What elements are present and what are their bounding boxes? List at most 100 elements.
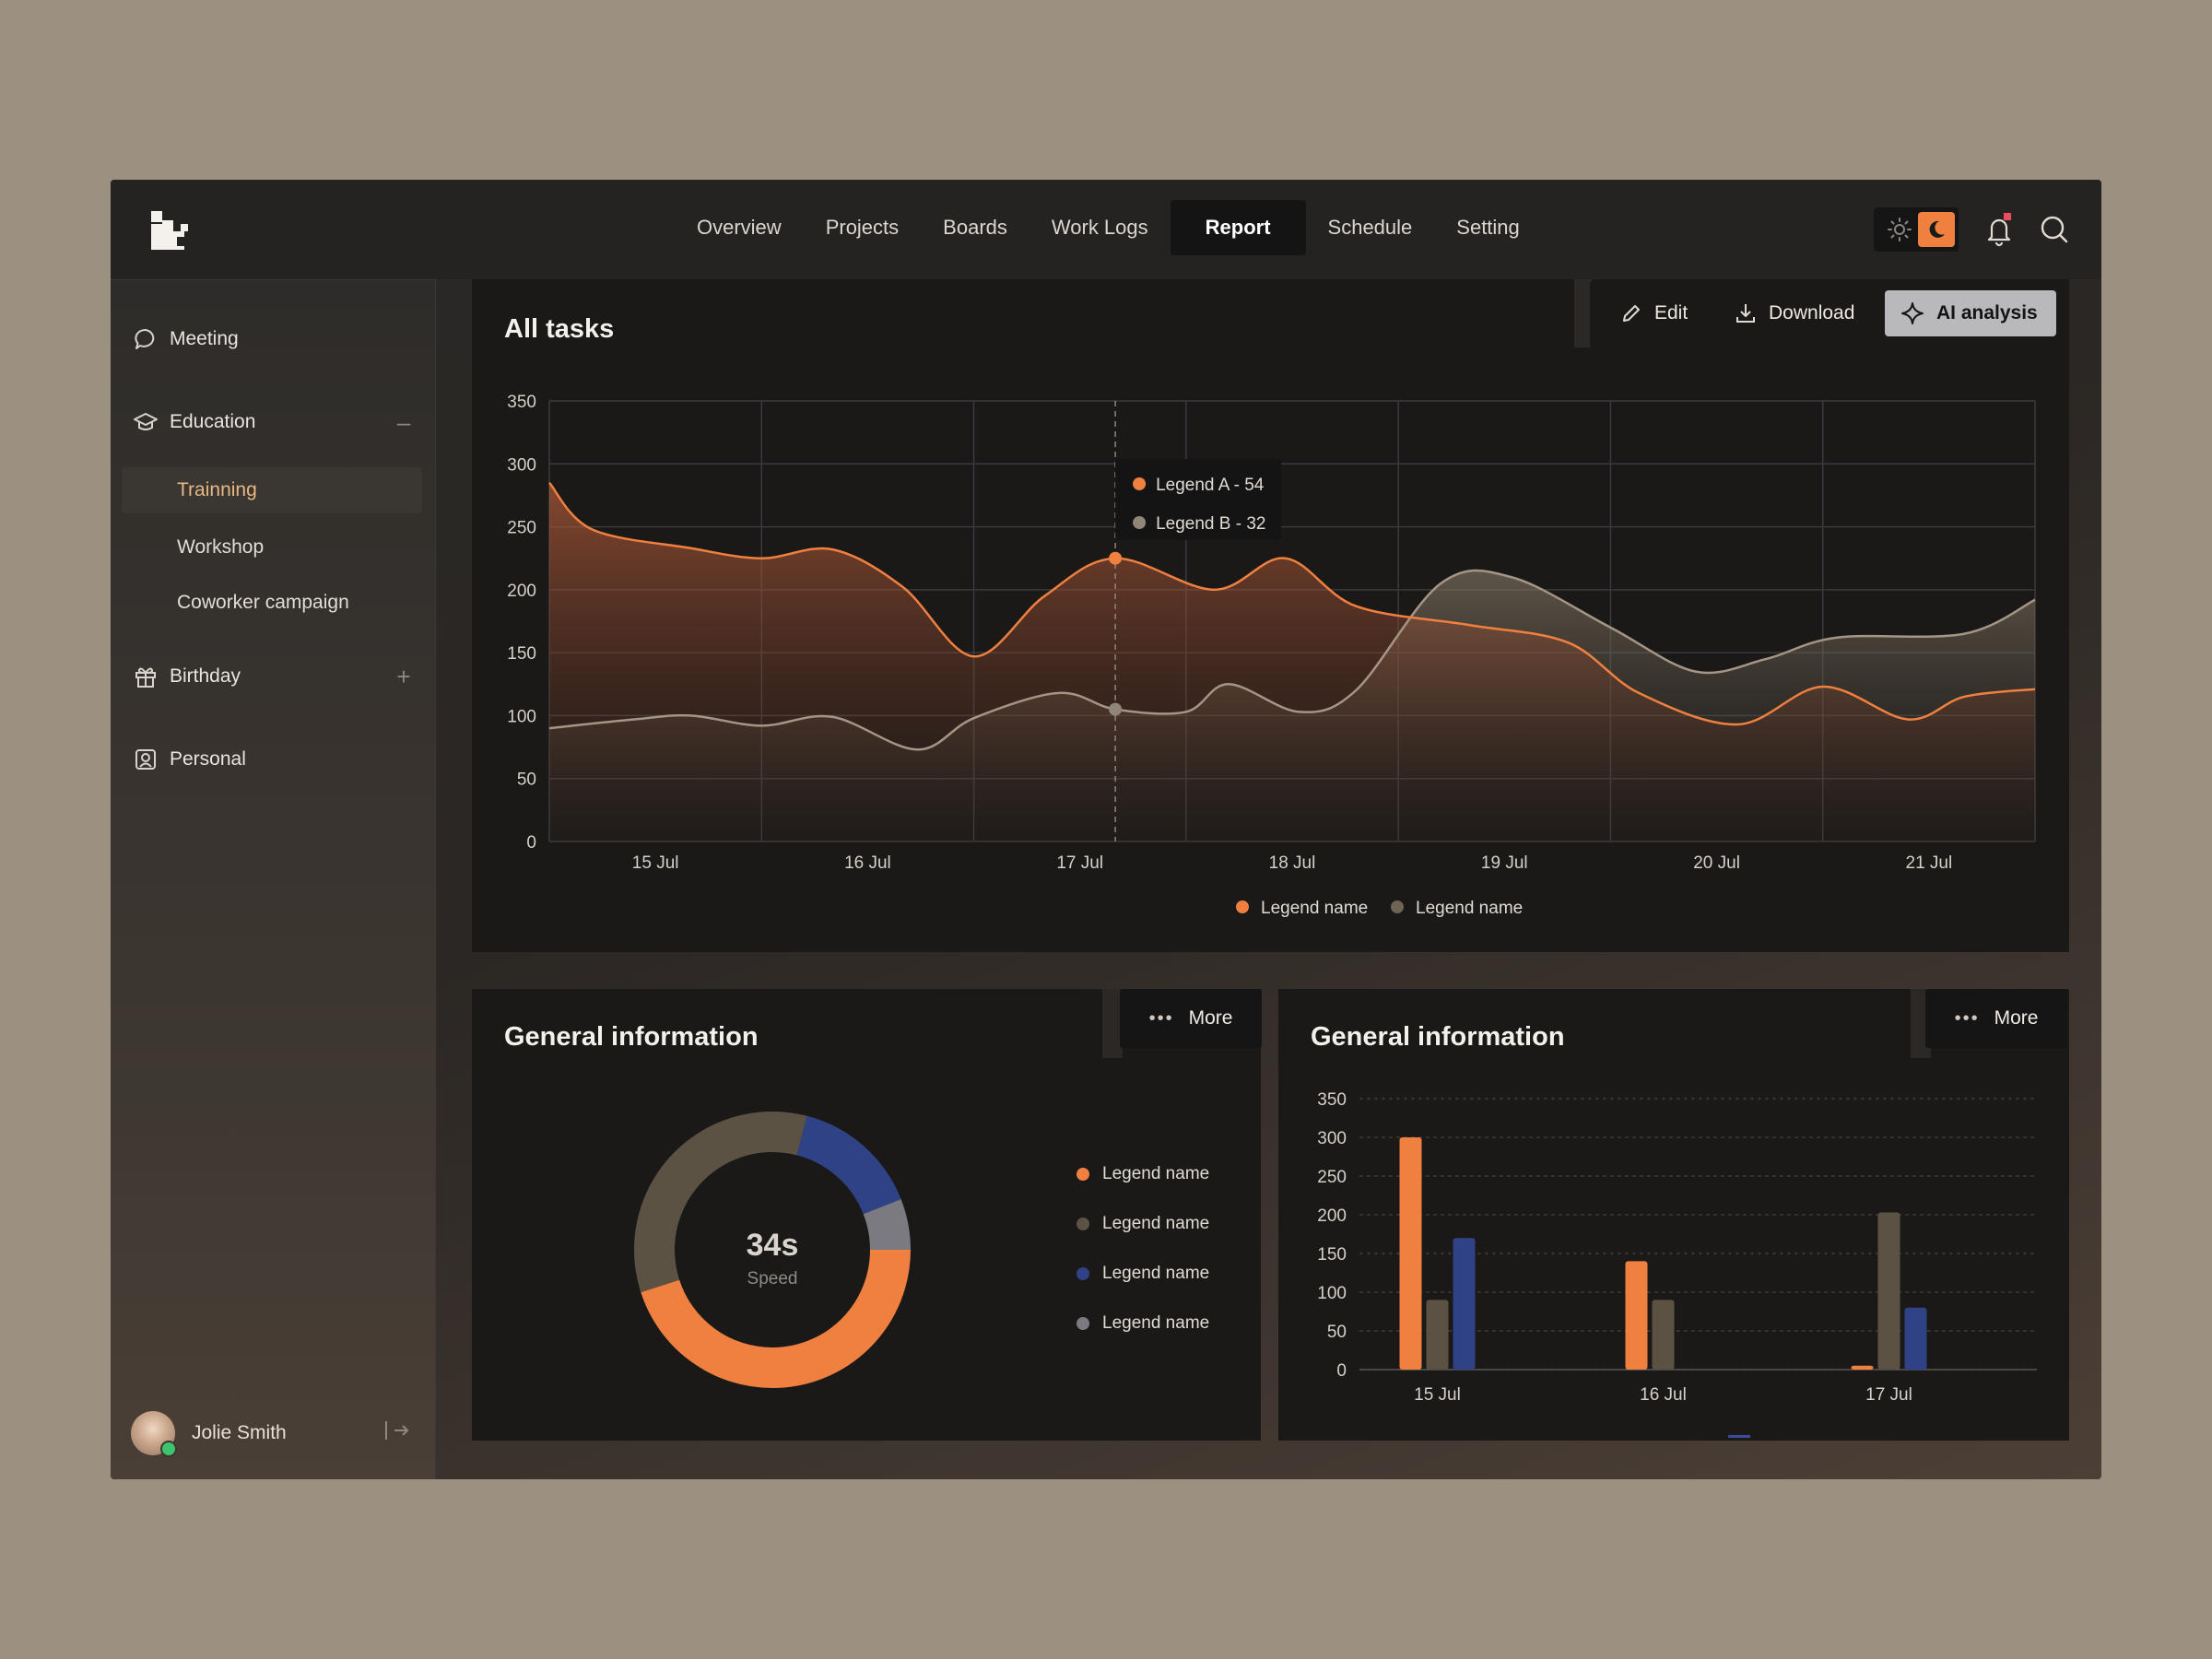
legend-label: Legend name bbox=[1102, 1164, 1210, 1183]
legend-label: Legend name bbox=[1102, 1313, 1210, 1333]
y-tick-label: 50 bbox=[1327, 1323, 1347, 1342]
nav-boards[interactable]: Boards bbox=[943, 216, 1007, 239]
chart-toolbar: Edit Download AI analysis bbox=[1590, 281, 2069, 347]
x-tick-label: 18 Jul bbox=[1269, 853, 1316, 873]
donut-slice[interactable] bbox=[634, 1112, 911, 1388]
legend-dot bbox=[1236, 900, 1249, 913]
ai-analysis-button[interactable]: AI analysis bbox=[1885, 290, 2056, 336]
sidebar-item-birthday[interactable]: Birthday + bbox=[133, 658, 413, 695]
panel-title: General information bbox=[504, 1022, 759, 1052]
sidebar-item-label: Personal bbox=[170, 748, 246, 770]
collapse-icon[interactable]: – bbox=[396, 408, 411, 436]
bar[interactable] bbox=[1851, 1365, 1874, 1370]
plus-icon[interactable]: + bbox=[396, 663, 411, 690]
legend-label: Legend name bbox=[1261, 899, 1368, 918]
x-tick-label: 21 Jul bbox=[1906, 853, 1953, 873]
y-tick-label: 100 bbox=[1317, 1284, 1347, 1303]
nav-projects[interactable]: Projects bbox=[825, 216, 900, 239]
search-icon[interactable] bbox=[2037, 211, 2072, 248]
sun-icon[interactable] bbox=[1883, 213, 1916, 246]
bar[interactable] bbox=[1877, 1212, 1900, 1370]
x-tick-label: 16 Jul bbox=[844, 853, 891, 873]
y-tick-label: 0 bbox=[1336, 1361, 1347, 1381]
tooltip-value-b: Legend B - 32 bbox=[1156, 514, 1265, 534]
more-button[interactable]: ••• More bbox=[1925, 989, 2067, 1048]
tooltip-dot bbox=[1133, 516, 1147, 529]
bar[interactable] bbox=[1652, 1300, 1675, 1370]
bar[interactable] bbox=[1625, 1261, 1648, 1370]
panel-title: General information bbox=[1311, 1022, 1565, 1052]
user-profile[interactable]: Jolie Smith bbox=[131, 1409, 287, 1457]
nav-overview[interactable]: Overview bbox=[697, 216, 782, 239]
top-header: Overview Projects Boards Work Logs Repor… bbox=[111, 180, 2101, 279]
legend-dot bbox=[1391, 900, 1404, 913]
sidebar-item-label: Meeting bbox=[170, 328, 239, 349]
edit-button[interactable]: Edit bbox=[1619, 290, 1688, 336]
y-tick-label: 0 bbox=[526, 833, 536, 853]
donut-legend-item: Legend name bbox=[1077, 1313, 1209, 1334]
legend-dot bbox=[1077, 1317, 1089, 1330]
pencil-icon bbox=[1623, 305, 1640, 322]
y-tick-label: 250 bbox=[1317, 1168, 1347, 1187]
legend-dot bbox=[1077, 1267, 1089, 1280]
bar-chart: 0 50 100 150 200 250 300 350 15 Jul 16 Jul 17 Jul bbox=[1317, 1090, 2037, 1438]
x-tick-label: 15 Jul bbox=[1414, 1385, 1461, 1405]
x-tick-label: 20 Jul bbox=[1693, 853, 1740, 873]
app-logo[interactable] bbox=[151, 211, 192, 250]
avatar bbox=[131, 1411, 177, 1457]
nav-schedule[interactable]: Schedule bbox=[1327, 216, 1413, 239]
moon-icon bbox=[1929, 220, 1945, 238]
donut-center-value: 34s bbox=[747, 1228, 799, 1263]
sidebar-item-label: Birthday bbox=[170, 665, 241, 687]
nav-work-logs[interactable]: Work Logs bbox=[1051, 216, 1148, 239]
nav-setting[interactable]: Setting bbox=[1456, 216, 1520, 239]
sidebar-item-meeting[interactable]: Meeting bbox=[133, 321, 239, 358]
tooltip-dot bbox=[1133, 477, 1147, 490]
x-tick-label: 15 Jul bbox=[632, 853, 679, 873]
y-tick-label: 350 bbox=[507, 393, 536, 412]
sidebar-subitem-coworker-campaign[interactable]: Coworker campaign bbox=[177, 592, 349, 613]
series-b-line bbox=[548, 569, 2036, 751]
hover-point-a[interactable] bbox=[1109, 551, 1123, 565]
more-dots-icon: ••• bbox=[1148, 1007, 1174, 1029]
y-tick-label: 50 bbox=[517, 771, 536, 790]
donut-chart: 34s Speed bbox=[634, 1112, 911, 1388]
chart-tooltip: Legend A - 54 Legend B - 32 bbox=[1115, 459, 1282, 540]
user-name: Jolie Smith bbox=[192, 1422, 287, 1443]
series-a-line bbox=[548, 481, 2036, 726]
download-label: Download bbox=[1769, 302, 1855, 324]
area-chart: 0 50 100 150 200 250 300 350 15 Jul 16 Jul 17 Jul 1… bbox=[507, 393, 2036, 918]
sidebar: Meeting Education – Trainning Workshop C… bbox=[111, 279, 436, 1479]
notification-badge bbox=[2004, 213, 2011, 220]
sidebar-item-education[interactable]: Education – bbox=[133, 404, 413, 441]
logout-icon[interactable] bbox=[383, 1416, 413, 1445]
download-button[interactable]: Download bbox=[1734, 290, 1854, 336]
sidebar-item-personal[interactable]: Personal bbox=[133, 741, 246, 778]
main-nav: Overview Projects Boards Work Logs Repor… bbox=[675, 200, 1542, 255]
sidebar-subitem-training[interactable]: Trainning bbox=[122, 467, 422, 513]
bar[interactable] bbox=[1904, 1307, 1927, 1370]
gift-icon bbox=[135, 667, 156, 688]
y-tick-label: 150 bbox=[507, 644, 536, 664]
bell-icon[interactable] bbox=[1983, 211, 2016, 248]
donut-slice[interactable] bbox=[634, 1112, 911, 1388]
donut-legend-item: Legend name bbox=[1077, 1264, 1209, 1284]
person-card-icon bbox=[135, 749, 156, 770]
nav-report[interactable]: Report bbox=[1170, 200, 1306, 255]
edit-label: Edit bbox=[1654, 302, 1688, 324]
x-tick-label: 17 Jul bbox=[1865, 1385, 1912, 1405]
bar[interactable] bbox=[1426, 1300, 1449, 1370]
sidebar-subitem-workshop[interactable]: Workshop bbox=[177, 536, 265, 558]
sparkle-icon bbox=[1901, 302, 1924, 324]
bar[interactable] bbox=[1399, 1137, 1422, 1370]
ai-analysis-label: AI analysis bbox=[1936, 302, 2038, 324]
more-button[interactable]: ••• More bbox=[1120, 989, 1262, 1048]
legend-dot bbox=[1077, 1218, 1089, 1230]
moon-button[interactable] bbox=[1918, 212, 1955, 247]
bar[interactable] bbox=[1453, 1238, 1476, 1370]
x-tick-label: 19 Jul bbox=[1481, 853, 1528, 873]
theme-toggle[interactable] bbox=[1874, 207, 1959, 252]
scroll-indicator[interactable] bbox=[1728, 1435, 1750, 1438]
donut-legend-item: Legend name bbox=[1077, 1164, 1209, 1184]
hover-point-b[interactable] bbox=[1109, 702, 1123, 716]
